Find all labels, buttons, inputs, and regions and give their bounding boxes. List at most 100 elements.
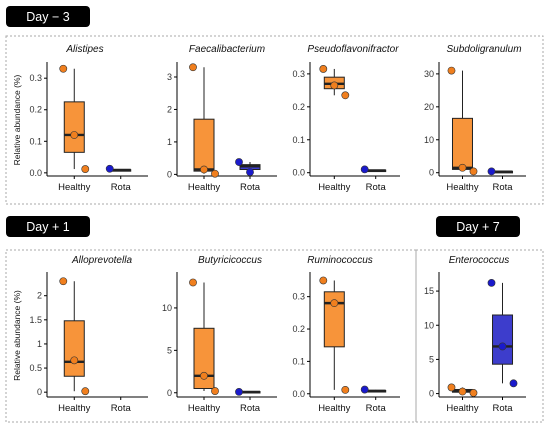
data-point <box>458 387 467 396</box>
data-point <box>70 356 79 365</box>
y-tick-label: 0.3 <box>292 292 305 302</box>
data-point <box>189 278 197 287</box>
x-tick-label: Rota <box>240 403 261 414</box>
panel-6: Ruminococcus 0.0 0.1 0.2 0.3 Healthy Rota <box>292 255 400 414</box>
box-healthy <box>59 64 90 173</box>
data-point <box>341 385 350 394</box>
data-point <box>469 167 478 176</box>
y-tick-label: 0 <box>167 169 172 179</box>
box-iqr <box>63 320 85 377</box>
y-tick-label: 0.0 <box>292 168 305 178</box>
data-point <box>235 158 243 166</box>
x-tick-label: Rota <box>492 403 513 414</box>
y-tick-label: 0 <box>429 168 434 178</box>
x-tick-label: Rota <box>240 182 261 193</box>
data-point <box>341 91 350 100</box>
y-tick-label: 10 <box>424 135 434 145</box>
data-point <box>211 387 219 395</box>
y-tick-label: 5 <box>167 345 172 355</box>
y-tick-label: 0.5 <box>29 363 42 373</box>
panel-4: Alloprevotella 0 0.5 1 1.5 2 Healthy Rota Relati… <box>12 255 148 414</box>
box-rota <box>235 388 261 396</box>
data-point <box>211 169 219 178</box>
y-tick-label: 0.3 <box>292 69 305 79</box>
y-tick-label: 0.1 <box>29 136 42 146</box>
y-tick-label: 10 <box>162 303 172 313</box>
panel-title: Alloprevotella <box>71 255 132 266</box>
data-point <box>246 168 254 177</box>
y-tick-label: 20 <box>424 102 434 112</box>
data-point <box>81 165 90 173</box>
y-tick-label: 30 <box>424 69 434 79</box>
data-point <box>360 165 369 174</box>
y-tick-label: 0 <box>37 387 42 397</box>
data-point <box>498 342 507 351</box>
box-iqr <box>63 101 85 153</box>
panel-title: Butyricicoccus <box>198 255 262 266</box>
badge-day-plus-7-text: Day + 7 <box>456 220 499 234</box>
y-axis-label: Relative abundance (%) <box>12 74 22 165</box>
data-point <box>105 164 114 173</box>
box-healthy <box>447 383 478 397</box>
y-tick-label: 2 <box>37 291 42 301</box>
y-tick-label: 2 <box>167 104 172 114</box>
data-point <box>59 277 68 286</box>
panels: Alistipes 0.0 0.1 0.2 0.3 Healthy Rota Relative… <box>12 44 526 414</box>
y-tick-label: 0.1 <box>292 356 305 366</box>
box-healthy <box>319 276 350 394</box>
y-tick-label: 0.2 <box>292 102 305 112</box>
box-iqr <box>492 314 514 365</box>
x-tick-label: Rota <box>366 403 387 414</box>
box-healthy <box>189 278 219 395</box>
y-tick-label: 0.2 <box>292 324 305 334</box>
panel-title: Faecalibacterium <box>189 44 265 55</box>
panel-title: Alistipes <box>65 44 103 55</box>
panel-5: Butyricicoccus 0 5 10 Healthy Rota <box>162 255 277 414</box>
y-tick-label: 10 <box>424 320 434 330</box>
badge-day-minus-3: Day − 3 <box>6 6 90 27</box>
box-iqr <box>451 117 473 170</box>
panel-3: Subdoligranulum 0 10 20 30 Healthy Rota <box>424 44 526 193</box>
y-tick-label: 0.3 <box>29 73 42 83</box>
x-tick-label: Healthy <box>188 403 220 414</box>
badge-day-minus-3-text: Day − 3 <box>26 10 69 24</box>
data-point <box>509 379 518 388</box>
data-point <box>235 388 243 396</box>
data-point <box>200 371 208 380</box>
x-tick-label: Rota <box>111 182 132 193</box>
data-point <box>458 163 467 172</box>
data-point <box>487 167 496 176</box>
y-tick-label: 1 <box>167 137 172 147</box>
y-tick-label: 0.0 <box>29 168 42 178</box>
data-point <box>447 66 456 75</box>
y-tick-label: 3 <box>167 72 172 82</box>
data-point <box>469 388 478 397</box>
panel-title: Pseudoflavonifractor <box>307 44 399 55</box>
badge-day-plus-7: Day + 7 <box>436 216 520 237</box>
x-tick-label: Rota <box>111 403 132 414</box>
x-tick-label: Healthy <box>58 403 90 414</box>
x-tick-label: Healthy <box>188 182 220 193</box>
x-tick-label: Healthy <box>318 403 350 414</box>
data-point <box>200 165 208 174</box>
y-tick-label: 0 <box>429 389 434 399</box>
x-tick-label: Healthy <box>446 182 478 193</box>
y-tick-label: 1 <box>37 339 42 349</box>
box-iqr <box>193 327 215 390</box>
box-iqr <box>323 291 345 348</box>
x-tick-label: Healthy <box>58 182 90 193</box>
box-rota <box>360 385 387 394</box>
panel-1: Faecalibacterium 0 1 2 3 Healthy Rota <box>167 44 277 193</box>
panel-0: Alistipes 0.0 0.1 0.2 0.3 Healthy Rota Relative… <box>12 44 148 193</box>
y-tick-label: 15 <box>424 286 434 296</box>
panel-7: Enterococcus 0 5 10 15 Healthy Rota <box>424 255 526 414</box>
box-healthy <box>59 277 90 396</box>
data-point <box>81 387 90 396</box>
data-point <box>189 63 197 72</box>
box-rota <box>235 158 261 177</box>
box-iqr <box>193 118 215 172</box>
box-healthy <box>319 65 350 100</box>
frame-day-plus-7 <box>415 249 544 423</box>
badge-day-plus-1: Day + 1 <box>6 216 90 237</box>
